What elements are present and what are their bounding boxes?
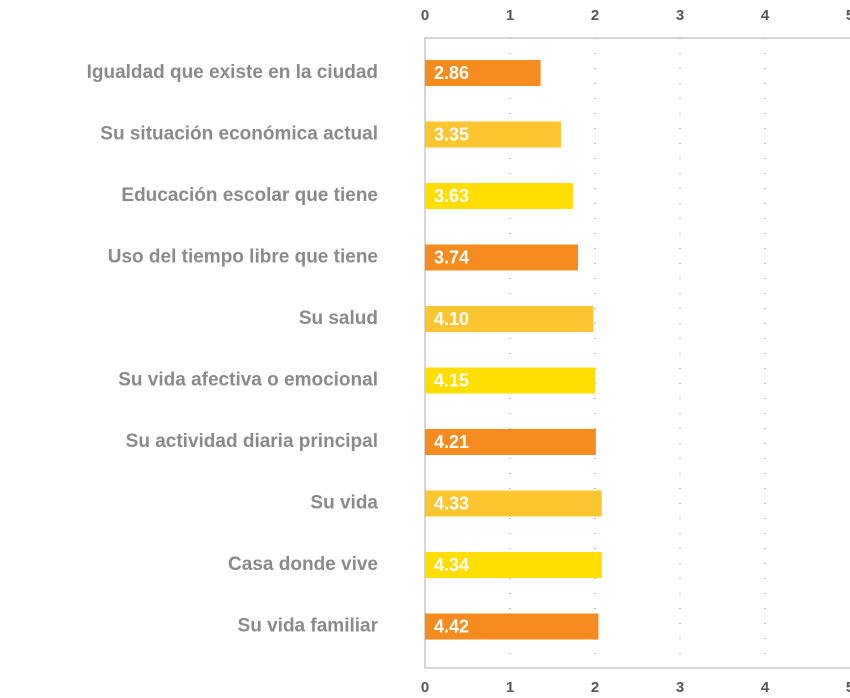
x-tick-label-bottom: 4 (761, 679, 770, 696)
plot-frame (424, 37, 850, 669)
bar (425, 244, 578, 271)
category-label: Su salud (299, 308, 378, 329)
bar (425, 183, 573, 209)
x-tick-label-top: 0 (421, 7, 429, 24)
bar-label: 4.33 (434, 493, 469, 513)
bar (425, 613, 599, 640)
x-tick-label-bottom: 2 (591, 679, 599, 696)
bar (425, 367, 595, 394)
category-label: Igualdad que existe en la ciudad (87, 62, 378, 83)
bar (425, 552, 602, 578)
x-tick-label-bottom: 1 (506, 679, 514, 696)
category-label: Casa donde vive (228, 554, 378, 575)
bar-label: 3.63 (434, 186, 469, 206)
category-label: Educación escolar que tiene (121, 185, 378, 206)
x-tick-label-top: 2 (591, 7, 599, 24)
bar-label: 4.15 (434, 370, 469, 390)
x-tick-label-top: 3 (676, 7, 684, 24)
bar (425, 306, 594, 332)
category-label: Su vida (310, 493, 378, 514)
x-tick-label-top: 1 (506, 7, 514, 24)
x-tick-label-bottom: 5 (846, 679, 850, 696)
bar-label: 4.42 (434, 616, 469, 636)
bar (425, 429, 596, 455)
category-label: Su vida afectiva o emocional (118, 370, 378, 391)
category-label: Su vida familiar (238, 616, 379, 637)
bar-label: 3.74 (434, 247, 469, 267)
category-label: Uso del tiempo libre que tiene (108, 247, 378, 268)
x-tick-label-bottom: 0 (421, 679, 429, 696)
category-label: Su situación económica actual (100, 124, 378, 145)
bar (425, 490, 602, 517)
category-label: Su actividad diaria principal (126, 431, 378, 452)
x-tick-label-bottom: 3 (676, 679, 684, 696)
bar-label: 2.86 (434, 63, 469, 83)
bar (425, 60, 541, 86)
x-tick-label-top: 4 (761, 7, 770, 24)
bar-label: 3.35 (434, 124, 469, 144)
x-tick-label-top: 5 (846, 7, 850, 24)
bar (425, 121, 561, 148)
bar-label: 4.34 (434, 555, 469, 575)
bar-label: 4.10 (434, 309, 469, 329)
bar-label: 4.21 (434, 432, 469, 452)
